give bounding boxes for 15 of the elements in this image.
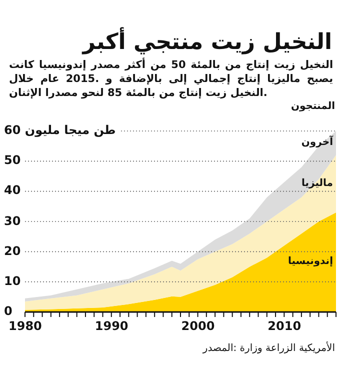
series-label: آخرون bbox=[301, 137, 333, 148]
y-tick-label: 0 bbox=[4, 304, 12, 318]
text: المصدر: وزارة الزراعة الأمريكية bbox=[202, 343, 335, 354]
y-tick-label: 10 bbox=[4, 274, 21, 288]
y-tick-label: 40 bbox=[4, 183, 21, 198]
y-tick-label: 30 bbox=[4, 214, 21, 228]
x-tick-label: 2010 bbox=[268, 319, 302, 333]
y-tick-label: 50 bbox=[4, 153, 21, 168]
x-tick-label: 1980 bbox=[8, 319, 42, 333]
x-tick-label: 1990 bbox=[94, 319, 128, 333]
y-axis-title: المنتجون bbox=[290, 101, 335, 112]
y-tick-label: 20 bbox=[4, 244, 21, 258]
x-tick-label: 2000 bbox=[181, 319, 215, 333]
series-label: ماليزيا bbox=[301, 178, 333, 189]
series-label: إندونيسيا bbox=[288, 256, 333, 268]
